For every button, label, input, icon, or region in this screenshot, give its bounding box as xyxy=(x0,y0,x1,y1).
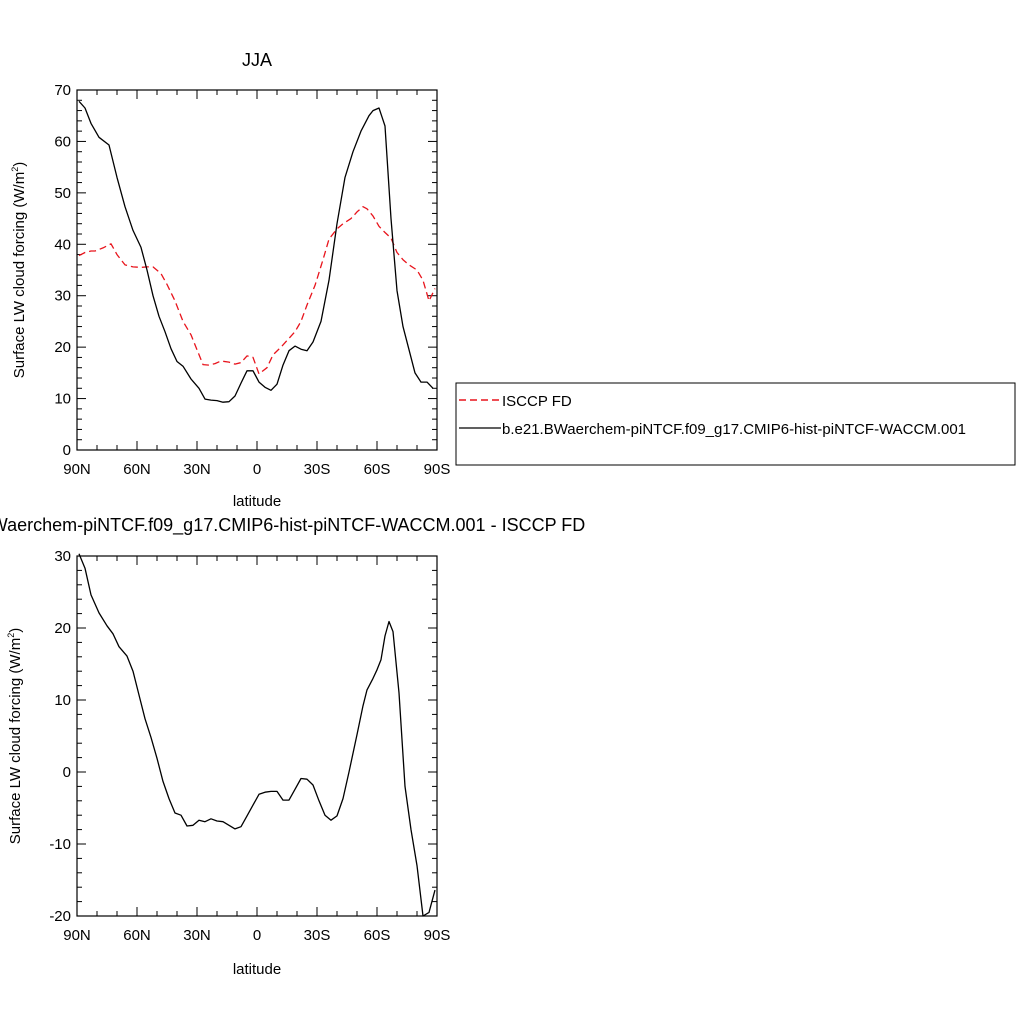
y-tick-label: 0 xyxy=(63,764,71,781)
panel1-xlabel: latitude xyxy=(233,493,281,510)
y-tick-label: 50 xyxy=(54,185,71,202)
y-tick-label: 30 xyxy=(54,548,71,565)
x-tick-label: 90N xyxy=(63,927,91,944)
x-tick-label: 90S xyxy=(424,461,451,478)
panel2-ylabel-main: Surface LW cloud forcing (W/m xyxy=(7,638,24,844)
series-line-isccp xyxy=(78,206,436,375)
series-line-model xyxy=(78,100,434,403)
panel1-ticks: 0 10 20 30 40 50 60 70 90N 60N 30N 0 30S 60S 90S xyxy=(54,82,450,478)
x-tick-label: 30N xyxy=(183,927,211,944)
panel1-ylabel-end: ) xyxy=(11,162,28,167)
panel2-ylabel-end: ) xyxy=(7,628,24,633)
panel2-frame xyxy=(76,555,438,917)
y-tick-label: 60 xyxy=(54,133,71,150)
panel1-frame xyxy=(76,89,438,451)
x-tick-label: 0 xyxy=(253,927,261,944)
legend-label-isccp: ISCCP FD xyxy=(502,393,572,410)
panel2-series xyxy=(78,553,436,917)
panel2-xlabel: latitude xyxy=(233,961,281,978)
y-tick-label: 30 xyxy=(54,288,71,305)
panel2-ticks: -20 -10 0 10 20 30 90N 60N 30N 0 30S 60S 90S xyxy=(49,548,450,944)
legend: ISCCP FD b.e21.BWaerchem-piNTCF.f09_g17.… xyxy=(455,382,1016,466)
panel2-title: b.e21.BWaerchem-piNTCF.f09_g17.CMIP6-his… xyxy=(0,515,585,536)
x-tick-label: 60N xyxy=(123,461,151,478)
panel2-ylabel: Surface LW cloud forcing (W/m2) xyxy=(6,628,24,844)
panel1-series xyxy=(78,100,436,403)
x-tick-label: 60S xyxy=(364,927,391,944)
x-tick-label: 30S xyxy=(304,927,331,944)
panel-difference: b.e21.BWaerchem-piNTCF.f09_g17.CMIP6-his… xyxy=(0,515,585,978)
x-tick-label: 0 xyxy=(253,461,261,478)
x-tick-label: 60N xyxy=(123,927,151,944)
x-tick-label: 90S xyxy=(424,927,451,944)
y-tick-label: 40 xyxy=(54,236,71,253)
legend-box xyxy=(455,382,1016,466)
y-tick-label: 0 xyxy=(63,442,71,459)
series-line-model xyxy=(78,553,436,917)
y-tick-label: 10 xyxy=(54,391,71,408)
y-tick-label: 20 xyxy=(54,620,71,637)
panel2-ylabel-sup: 2 xyxy=(6,633,16,638)
y-tick-label: -20 xyxy=(49,908,71,925)
panel1-title: JJA xyxy=(242,50,272,70)
panel1-ylabel-main: Surface LW cloud forcing (W/m xyxy=(11,172,28,378)
x-tick-label: 30N xyxy=(183,461,211,478)
x-tick-label: 30S xyxy=(304,461,331,478)
y-tick-label: -10 xyxy=(49,836,71,853)
panel-jja: JJA 0 10 20 30 40 50 60 70 90N 60N 30N 0 30S 60S 90S l… xyxy=(10,50,450,510)
y-tick-label: 10 xyxy=(54,692,71,709)
legend-label-model: b.e21.BWaerchem-piNTCF.f09_g17.CMIP6-his… xyxy=(502,421,966,438)
panel1-ylabel-sup: 2 xyxy=(10,167,20,172)
x-tick-label: 90N xyxy=(63,461,91,478)
panel1-ylabel: Surface LW cloud forcing (W/m2) xyxy=(10,162,28,378)
y-tick-label: 70 xyxy=(54,82,71,99)
y-tick-label: 20 xyxy=(54,339,71,356)
x-tick-label: 60S xyxy=(364,461,391,478)
